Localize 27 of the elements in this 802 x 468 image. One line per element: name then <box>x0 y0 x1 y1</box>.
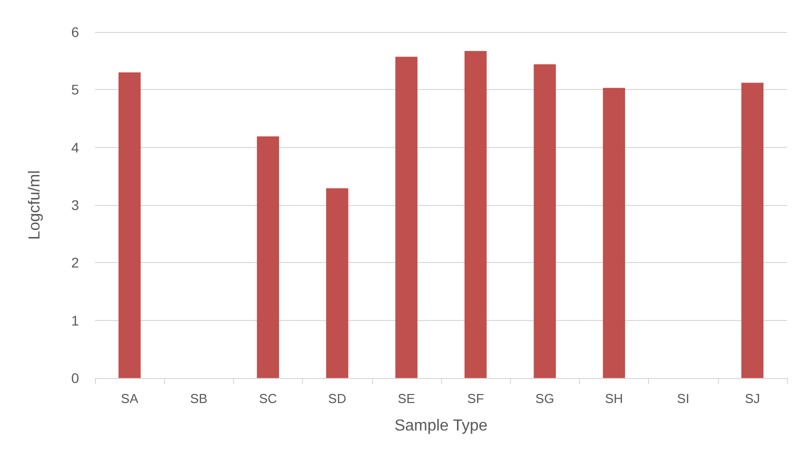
x-tick-label: SG <box>535 391 554 406</box>
x-tick-label: SC <box>258 391 278 406</box>
bar <box>464 51 487 378</box>
x-tick-label: SD <box>328 391 346 406</box>
bar <box>256 136 280 378</box>
bar <box>118 72 141 378</box>
x-tick-label: SA <box>120 391 139 406</box>
y-tick-label: 2 <box>71 254 80 271</box>
y-tick-label: 3 <box>71 197 80 213</box>
y-tick-label: 1 <box>71 312 80 328</box>
x-tick-label: SJ <box>744 391 760 406</box>
y-tick-label: 5 <box>71 82 80 98</box>
y-tick-label: 6 <box>71 24 80 40</box>
bar <box>395 56 418 378</box>
y-axis-title: Logcfu/ml <box>26 170 44 240</box>
x-axis-title: Sample Type <box>394 418 488 434</box>
x-tick-label: SF <box>467 391 484 406</box>
bar <box>326 188 348 378</box>
bar <box>602 88 626 378</box>
y-tick-label: 4 <box>71 139 80 156</box>
y-tick-label: 0 <box>71 370 80 386</box>
x-tick-label: SH <box>604 391 624 406</box>
x-tick-label: SB <box>190 391 208 406</box>
bar <box>534 64 556 378</box>
x-tick-label: SI <box>677 391 690 406</box>
x-tick-label: SE <box>398 391 416 406</box>
bar <box>741 82 764 378</box>
